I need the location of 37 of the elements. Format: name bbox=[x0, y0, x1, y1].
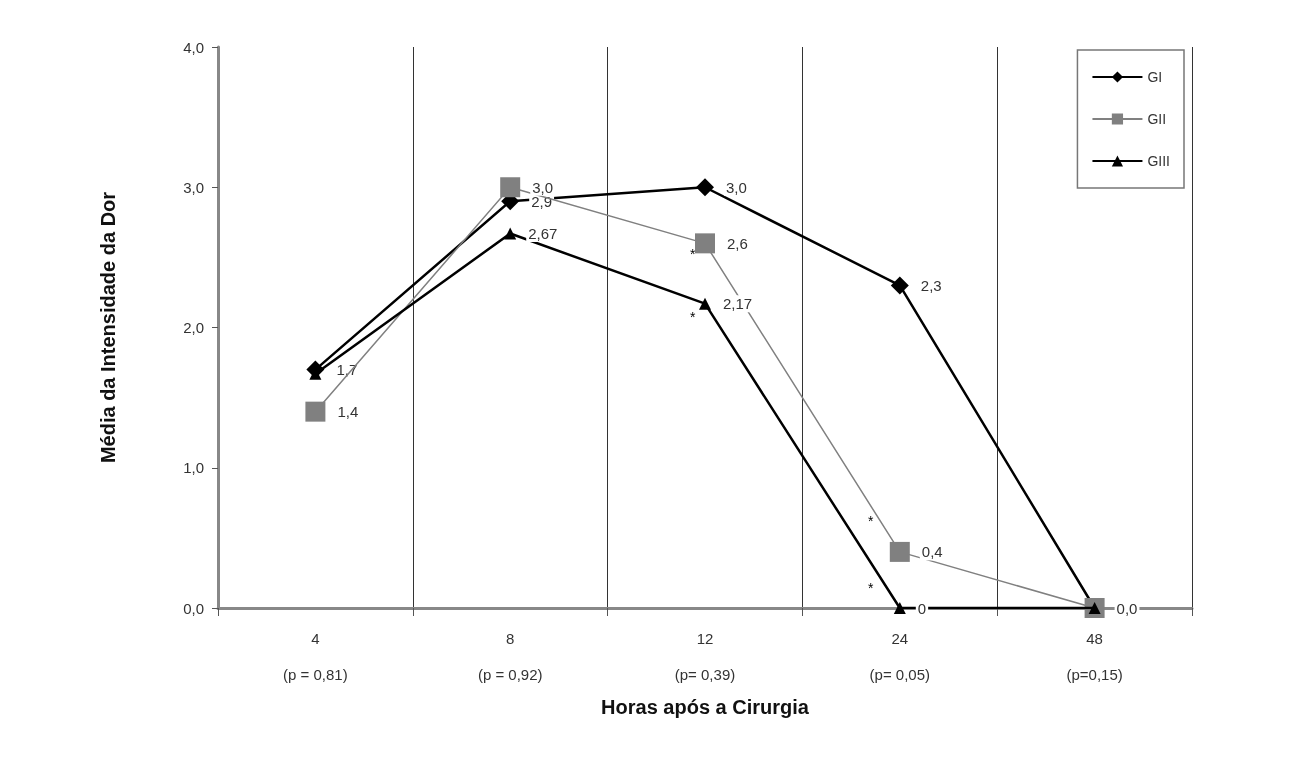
legend-label: GI bbox=[1147, 69, 1163, 85]
data-label: 2,6 bbox=[727, 234, 748, 252]
data-label: 3,0 bbox=[726, 178, 747, 196]
y-tick-label: 4,0 bbox=[183, 38, 204, 56]
category-label: 12 (p= 0,39) bbox=[674, 629, 736, 683]
y-tick-label: 2,0 bbox=[183, 319, 204, 336]
point bbox=[699, 297, 711, 310]
annotation: * bbox=[690, 246, 696, 262]
annotation: * bbox=[690, 309, 696, 325]
y-tick-label: 3,0 bbox=[183, 178, 204, 196]
data-label: 0 bbox=[917, 599, 927, 617]
annotation: * bbox=[868, 513, 874, 529]
y-tick-label: 0,0 bbox=[183, 599, 204, 617]
data-label: 0,0 bbox=[1116, 599, 1138, 617]
category-label: 48 (p=0,15) bbox=[1066, 629, 1123, 683]
data-label: 2,67 bbox=[528, 225, 558, 243]
data-label: 0,4 bbox=[921, 543, 943, 561]
point bbox=[504, 227, 517, 240]
category-label: 8 (p = 0,92) bbox=[477, 629, 543, 683]
point bbox=[696, 178, 714, 197]
point bbox=[695, 233, 715, 254]
category-label: 24 (p= 0,05) bbox=[869, 629, 931, 683]
point bbox=[890, 276, 909, 295]
data-label: 1,4 bbox=[337, 403, 359, 421]
data-label: 2,17 bbox=[723, 295, 753, 313]
point bbox=[500, 177, 521, 198]
annotation: * bbox=[868, 580, 874, 596]
data-label: 2,3 bbox=[920, 276, 942, 294]
point bbox=[893, 602, 906, 614]
legend-label: GIII bbox=[1147, 153, 1170, 169]
y-axis-title: Média da Intensidade da Dor bbox=[97, 191, 119, 464]
y-tick-label: 1,0 bbox=[183, 459, 204, 477]
legend-label: GII bbox=[1147, 111, 1167, 127]
point bbox=[889, 541, 910, 562]
category-label: 4 (p = 0,81) bbox=[283, 629, 348, 683]
x-axis-title: Horas após a Cirurgia bbox=[601, 695, 810, 718]
point bbox=[305, 401, 326, 422]
